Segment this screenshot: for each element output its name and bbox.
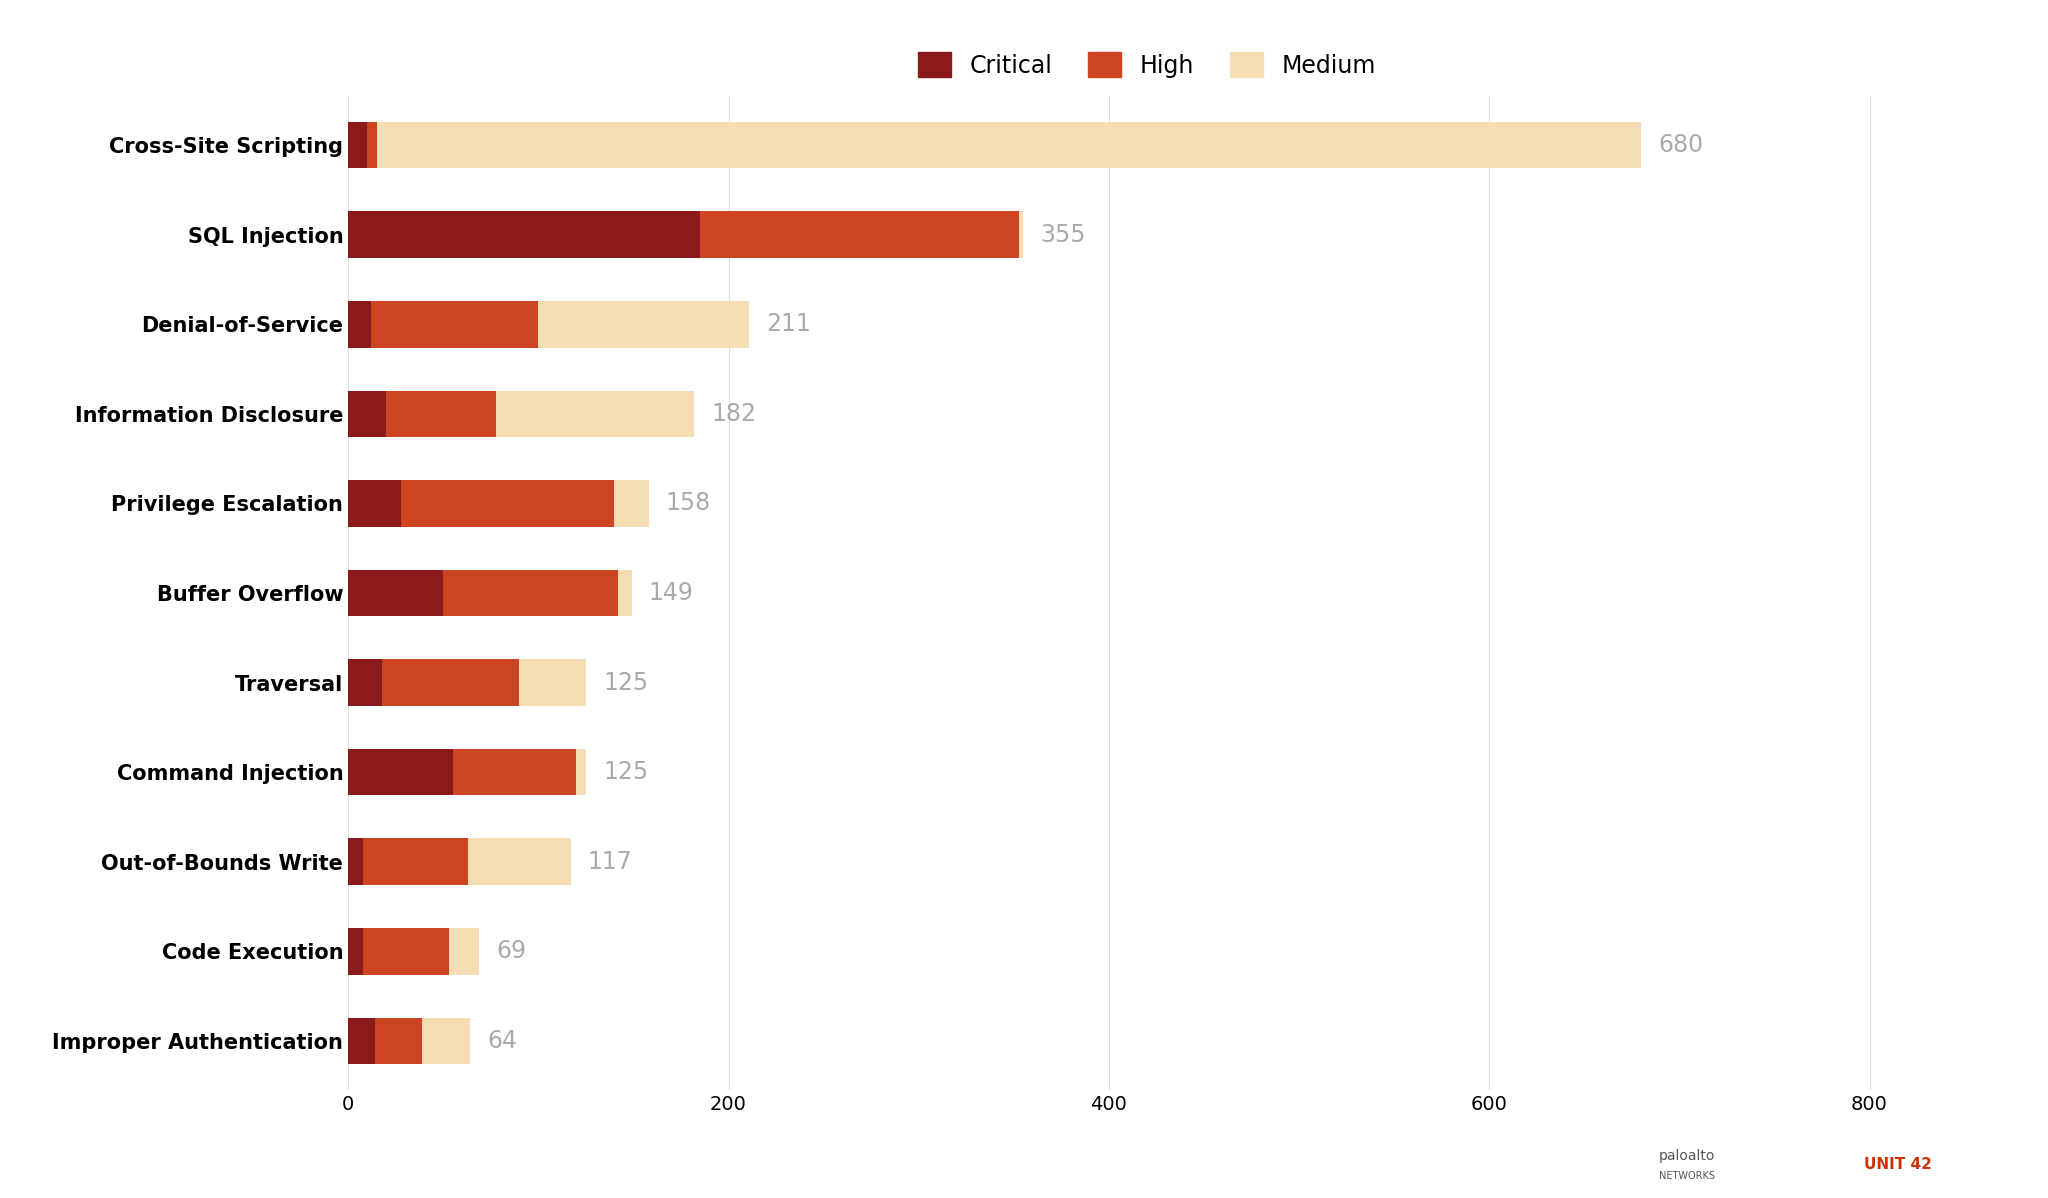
Bar: [348, 928, 362, 975]
Bar: [377, 122, 1640, 169]
Bar: [348, 122, 367, 169]
Bar: [1020, 211, 1024, 258]
Bar: [348, 301, 371, 347]
Text: UNIT 42: UNIT 42: [1864, 1157, 1931, 1172]
Bar: [618, 570, 631, 616]
Bar: [348, 391, 387, 437]
Bar: [348, 570, 442, 616]
Bar: [496, 391, 694, 437]
Bar: [453, 749, 575, 795]
Bar: [401, 480, 614, 527]
Text: 64: 64: [487, 1029, 516, 1053]
Bar: [442, 570, 618, 616]
Bar: [383, 659, 520, 706]
Bar: [575, 749, 586, 795]
Text: 182: 182: [711, 401, 756, 425]
Text: 125: 125: [602, 671, 647, 695]
Bar: [375, 1017, 422, 1064]
Text: 158: 158: [666, 491, 711, 515]
Bar: [348, 211, 700, 258]
Bar: [348, 480, 401, 527]
Bar: [539, 301, 750, 347]
Bar: [367, 122, 377, 169]
Text: 149: 149: [649, 581, 694, 605]
Bar: [371, 301, 539, 347]
Text: 355: 355: [1040, 223, 1085, 247]
Text: 69: 69: [496, 939, 526, 963]
Bar: [614, 480, 649, 527]
Text: 211: 211: [766, 313, 811, 337]
Text: 125: 125: [602, 761, 647, 785]
Bar: [387, 391, 496, 437]
Text: paloalto: paloalto: [1659, 1149, 1716, 1163]
Bar: [348, 659, 383, 706]
Bar: [348, 839, 362, 885]
Bar: [348, 1017, 375, 1064]
Legend: Critical, High, Medium: Critical, High, Medium: [909, 43, 1384, 87]
Bar: [467, 839, 571, 885]
Bar: [362, 839, 467, 885]
Bar: [348, 749, 453, 795]
Bar: [422, 1017, 469, 1064]
Bar: [362, 928, 449, 975]
Bar: [700, 211, 1020, 258]
Bar: [520, 659, 586, 706]
Bar: [449, 928, 479, 975]
Text: 117: 117: [588, 849, 633, 873]
Text: NETWORKS: NETWORKS: [1659, 1172, 1714, 1181]
Text: 680: 680: [1659, 133, 1704, 157]
